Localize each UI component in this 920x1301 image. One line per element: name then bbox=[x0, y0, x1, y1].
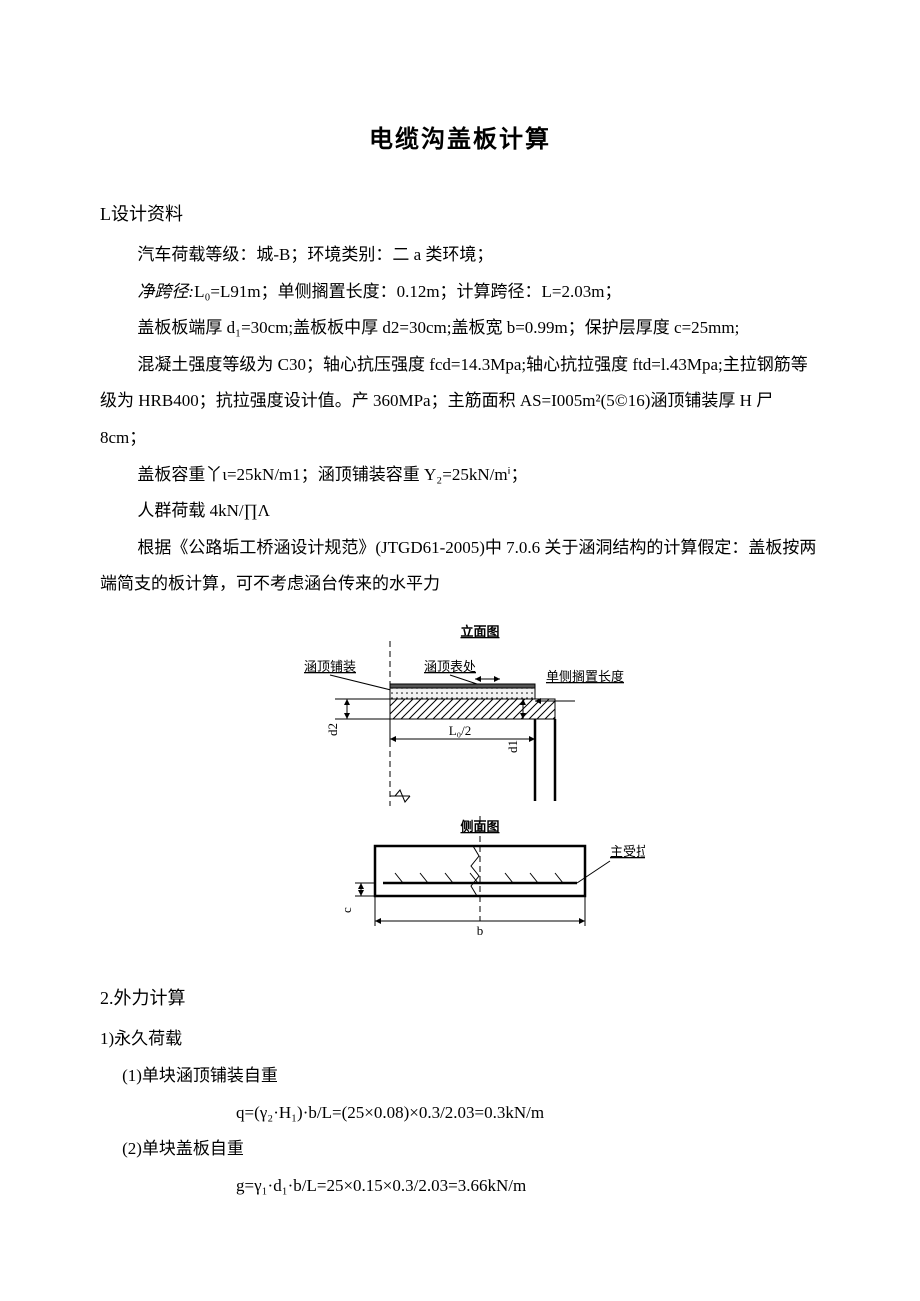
s2-item1-formula: q=(γ₂·H₁)·b/L=(25×0.08)×0.3/2.03=0.3kN/m bbox=[236, 1095, 820, 1132]
s1-p2-prefix: 净跨径: bbox=[137, 282, 194, 301]
page-root: 电缆沟盖板计算 L设计资料 汽车荷载等级：城-B；环境类别：二 a 类环境； 净… bbox=[0, 0, 920, 1264]
dia-lbl-biaochu: 涵顶表处 bbox=[424, 659, 476, 674]
doc-title: 电缆沟盖板计算 bbox=[100, 115, 820, 167]
dia-lbl-puzhuang: 涵顶铺装 bbox=[304, 659, 356, 674]
dia-lbl-gezhi: 单侧搁置长度 bbox=[546, 669, 624, 684]
dia-lbl-d2: d2 bbox=[325, 723, 340, 736]
dia-top-title: 立面图 bbox=[460, 624, 499, 639]
dia-lbl-l0: L₀/2 bbox=[449, 723, 472, 738]
s1-p3: 盖板板端厚 d₁=30cm;盖板板中厚 d2=30cm;盖板宽 b=0.99m；… bbox=[100, 310, 820, 347]
s2-item2-formula: g=γ₁·d₁·b/L=25×0.15×0.3/2.03=3.66kN/m bbox=[236, 1168, 820, 1205]
s1-p7: 根据《公路垢工桥涵设计规范》(JTGD61-2005)中 7.0.6 关于涵洞结… bbox=[100, 530, 820, 603]
s2-item2-label: (2)单块盖板自重 bbox=[100, 1131, 820, 1168]
dia-lbl-c: c bbox=[339, 907, 354, 913]
s1-p5: 盖板容重丫ι=25kN/m1；涵顶铺装容重 Y₂=25kN/mⁱ； bbox=[100, 457, 820, 494]
s1-p1: 汽车荷载等级：城-B；环境类别：二 a 类环境； bbox=[100, 237, 820, 274]
diagram-container: 立面图 涵顶铺装 涵顶表处 单侧搁置长度 bbox=[275, 621, 645, 961]
dia-lbl-gangjin: 主受拉钢筋 bbox=[610, 844, 645, 859]
dia-lbl-b: b bbox=[477, 923, 484, 938]
s1-p4: 混凝土强度等级为 C30；轴心抗压强度 fcd=14.3Mpa;轴心抗拉强度 f… bbox=[100, 347, 820, 457]
s2-sub1: 1)永久荷载 bbox=[100, 1021, 820, 1058]
section1-heading: L设计资料 bbox=[100, 195, 820, 234]
s1-p2: 净跨径:L₀=L91m；单侧搁置长度：0.12m；计算跨径：L=2.03m； bbox=[100, 274, 820, 311]
s1-p2-rest: L₀=L91m；单侧搁置长度：0.12m；计算跨径：L=2.03m； bbox=[194, 282, 621, 301]
s1-p6: 人群荷载 4kN/∏Λ bbox=[100, 493, 820, 530]
section2-heading: 2.外力计算 bbox=[100, 979, 820, 1018]
s2-item1-label: (1)单块涵顶铺装自重 bbox=[100, 1058, 820, 1095]
dia-lbl-d1: d1 bbox=[505, 740, 520, 753]
engineering-diagram: 立面图 涵顶铺装 涵顶表处 单侧搁置长度 bbox=[275, 621, 645, 961]
